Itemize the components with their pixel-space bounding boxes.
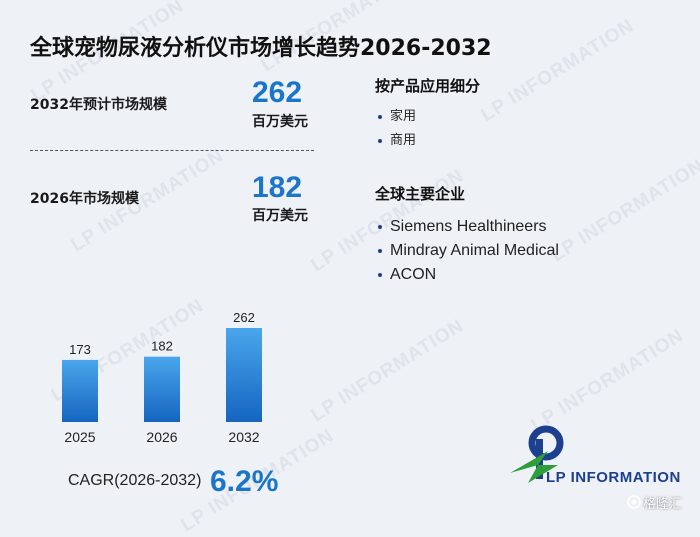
watermark-text: LP INFORMATION bbox=[477, 15, 638, 127]
bar-value-label: 182 bbox=[151, 339, 173, 354]
market-2032-label: 2032年预计市场规模 bbox=[30, 97, 167, 113]
credit-logo-icon bbox=[627, 495, 641, 509]
market-2026-value: 182 bbox=[252, 171, 303, 204]
companies-title: 全球主要企业 bbox=[375, 185, 466, 203]
bar-2026 bbox=[144, 356, 180, 422]
watermark-text: LP INFORMATION bbox=[307, 315, 468, 427]
brand-name: LP INFORMATION bbox=[546, 469, 681, 486]
x-tick-label: 2026 bbox=[146, 429, 177, 445]
segments-list: 家用 商用 bbox=[376, 105, 416, 153]
companies-list: Siemens Healthineers Mindray Animal Medi… bbox=[376, 215, 559, 287]
company-item: ACON bbox=[376, 263, 559, 287]
bar-2025 bbox=[62, 359, 98, 422]
company-item: Siemens Healthineers bbox=[376, 215, 559, 239]
company-item: Mindray Animal Medical bbox=[376, 239, 559, 263]
cagr-value: 6.2% bbox=[210, 465, 279, 498]
market-2032-unit: 百万美元 bbox=[252, 114, 308, 130]
watermark-text: LP INFORMATION bbox=[527, 325, 688, 437]
bar-value-label: 262 bbox=[233, 310, 255, 325]
segments-title: 按产品应用细分 bbox=[375, 77, 481, 95]
watermark-text: LP INFORMATION bbox=[547, 155, 700, 267]
bar-2032 bbox=[226, 328, 262, 422]
market-2026-unit: 百万美元 bbox=[252, 208, 308, 224]
cagr-label: CAGR(2026-2032) bbox=[68, 472, 202, 489]
bar-chart: 173 2025 182 2026 262 2032 bbox=[62, 310, 262, 445]
market-2026-label: 2026年市场规模 bbox=[30, 191, 139, 207]
market-2032-value: 262 bbox=[252, 76, 303, 109]
x-tick-label: 2025 bbox=[64, 429, 95, 445]
segment-item: 商用 bbox=[376, 129, 416, 153]
credit-text: 格隆汇 bbox=[643, 497, 683, 512]
segment-item: 家用 bbox=[376, 105, 416, 129]
section-divider bbox=[30, 150, 314, 151]
page-title: 全球宠物尿液分析仪市场增长趋势2026-2032 bbox=[30, 36, 492, 61]
lp-information-logo-icon bbox=[510, 425, 564, 483]
bar-value-label: 173 bbox=[69, 342, 91, 357]
x-tick-label: 2032 bbox=[228, 429, 259, 445]
